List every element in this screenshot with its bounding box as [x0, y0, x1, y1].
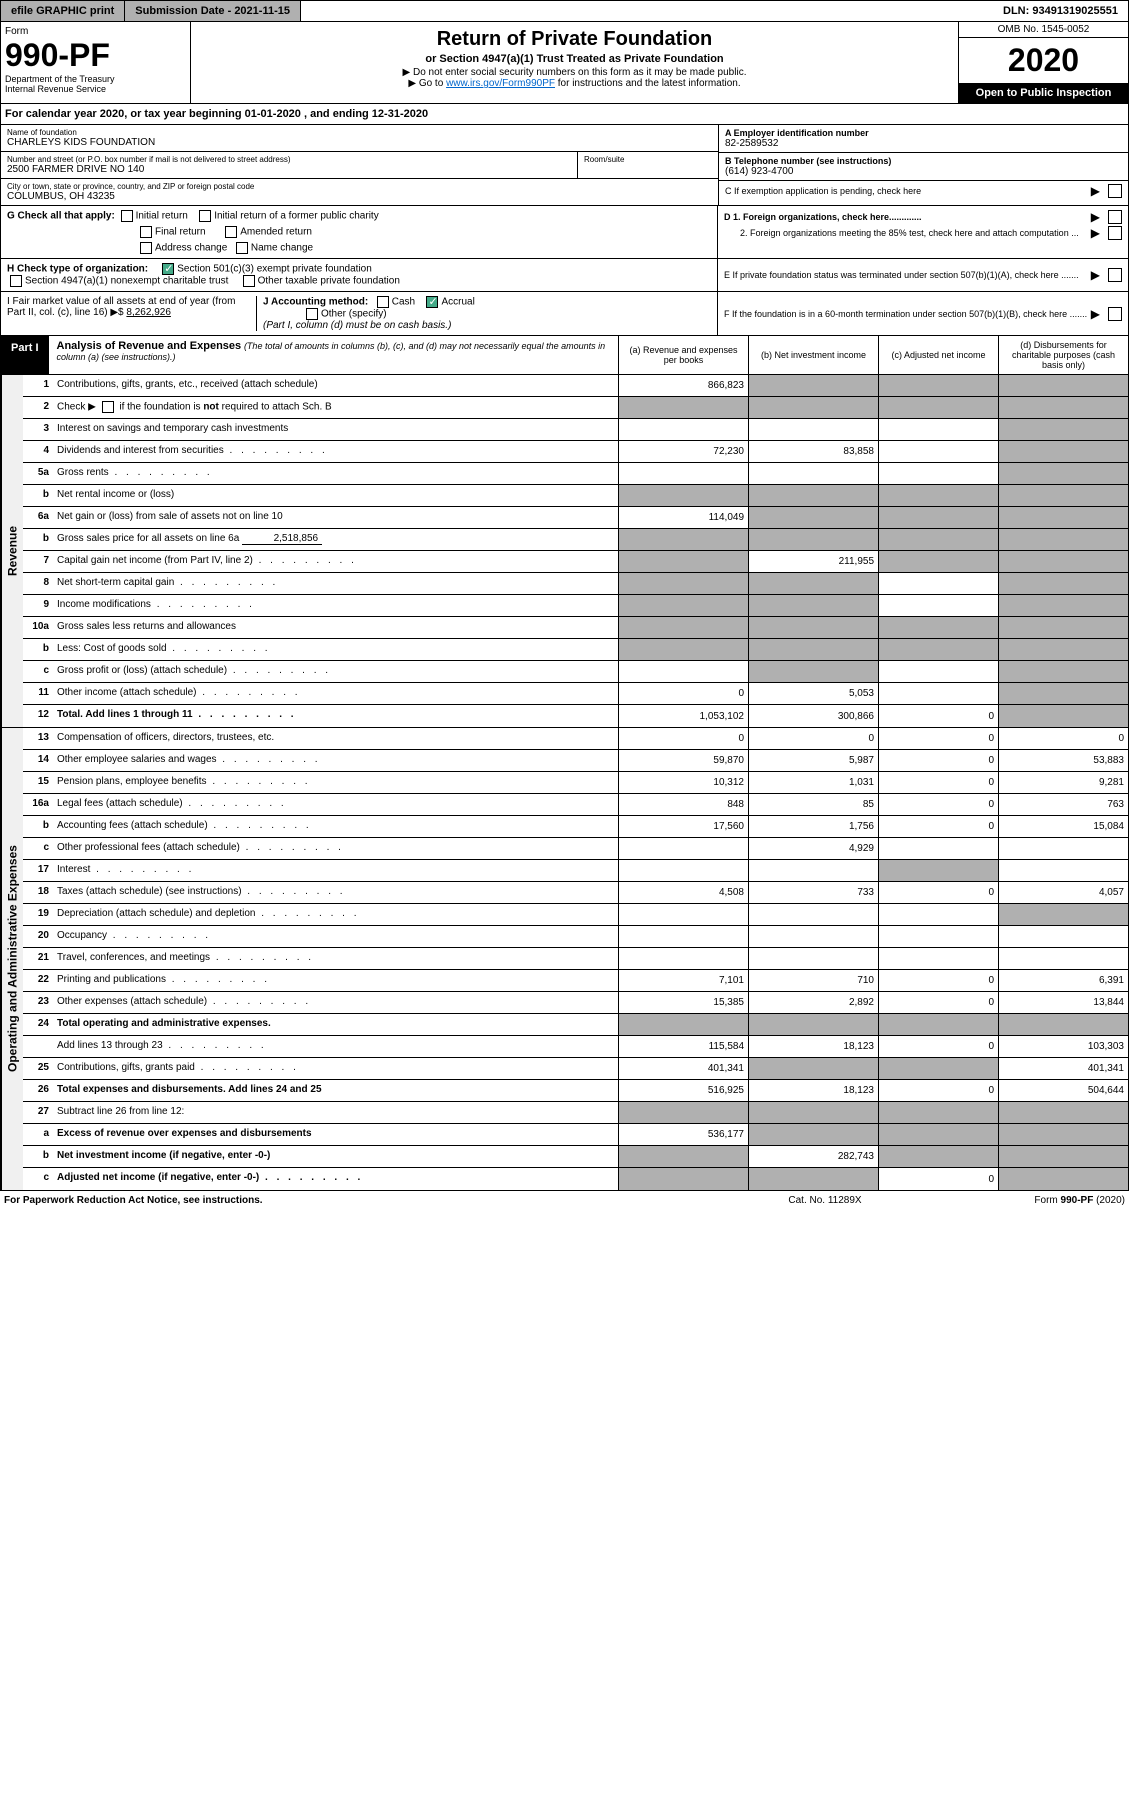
title-block: Return of Private Foundation or Section …	[191, 22, 958, 103]
year-block: OMB No. 1545-0052 2020 Open to Public In…	[958, 22, 1128, 103]
fmv-value: 8,262,926	[126, 307, 171, 318]
omb-number: OMB No. 1545-0052	[959, 22, 1128, 38]
expenses-side-label: Operating and Administrative Expenses	[1, 728, 23, 1190]
ein-cell: A Employer identification number 82-2589…	[719, 125, 1128, 153]
form-ref: Form 990-PF (2020)	[925, 1195, 1125, 1206]
arrow-icon: ▶	[1091, 210, 1100, 224]
check-other-tax[interactable]	[243, 275, 255, 287]
check-name-change[interactable]	[236, 242, 248, 254]
part1-label: Part I	[1, 336, 49, 374]
submission-btn[interactable]: Submission Date - 2021-11-15	[125, 1, 301, 21]
foundation-name-cell: Name of foundation CHARLEYS KIDS FOUNDAT…	[1, 125, 718, 152]
check-initial[interactable]	[121, 210, 133, 222]
check-cash[interactable]	[377, 296, 389, 308]
col-c-header: (c) Adjusted net income	[878, 336, 998, 374]
dln-text: DLN: 93491319025551	[993, 1, 1128, 21]
checkbox-d1[interactable]	[1108, 210, 1122, 224]
efile-btn[interactable]: efile GRAPHIC print	[1, 1, 125, 21]
page-footer: For Paperwork Reduction Act Notice, see …	[0, 1191, 1129, 1210]
note-ssn: ▶ Do not enter social security numbers o…	[197, 67, 952, 78]
check-501c3[interactable]	[162, 263, 174, 275]
col-a-header: (a) Revenue and expenses per books	[618, 336, 748, 374]
address-cell: Number and street (or P.O. box number if…	[1, 152, 578, 179]
line-6b-value: 2,518,856	[242, 533, 322, 545]
arrow-icon: ▶	[1091, 184, 1100, 198]
arrow-icon: ▶	[1091, 268, 1100, 282]
check-final[interactable]	[140, 226, 152, 238]
form-subtitle: or Section 4947(a)(1) Trust Treated as P…	[197, 53, 952, 65]
check-schb[interactable]	[102, 401, 114, 413]
checks-ij-row: I Fair market value of all assets at end…	[0, 292, 1129, 336]
revenue-section: Revenue 1Contributions, gifts, grants, e…	[0, 375, 1129, 728]
check-addr-change[interactable]	[140, 242, 152, 254]
dept-text: Department of the Treasury	[5, 74, 186, 84]
col-d-header: (d) Disbursements for charitable purpose…	[998, 336, 1128, 374]
expenses-section: Operating and Administrative Expenses 13…	[0, 728, 1129, 1191]
col-b-header: (b) Net investment income	[748, 336, 878, 374]
check-accrual[interactable]	[426, 296, 438, 308]
note-link: ▶ Go to www.irs.gov/Form990PF for instru…	[197, 78, 952, 89]
check-4947[interactable]	[10, 275, 22, 287]
check-initial-former[interactable]	[199, 210, 211, 222]
arrow-icon: ▶	[1091, 307, 1100, 321]
form-id-block: Form 990-PF Department of the Treasury I…	[1, 22, 191, 103]
revenue-side-label: Revenue	[1, 375, 23, 727]
check-other-method[interactable]	[306, 308, 318, 320]
form-label: Form	[5, 26, 186, 37]
part1-title: Analysis of Revenue and Expenses (The to…	[49, 336, 618, 374]
arrow-icon: ▶	[1091, 226, 1100, 240]
topbar: efile GRAPHIC print Submission Date - 20…	[0, 0, 1129, 22]
checks-g-row: G Check all that apply: Initial return I…	[0, 206, 1129, 259]
irs-text: Internal Revenue Service	[5, 84, 186, 94]
form-header: Form 990-PF Department of the Treasury I…	[0, 22, 1129, 104]
checkbox-e[interactable]	[1108, 268, 1122, 282]
identity-block: Name of foundation CHARLEYS KIDS FOUNDAT…	[0, 125, 1129, 206]
public-inspection: Open to Public Inspection	[959, 83, 1128, 103]
part1-header: Part I Analysis of Revenue and Expenses …	[0, 336, 1129, 375]
irs-link[interactable]: www.irs.gov/Form990PF	[446, 78, 555, 89]
exemption-pending: C If exemption application is pending, c…	[719, 181, 1128, 201]
paperwork-notice: For Paperwork Reduction Act Notice, see …	[4, 1195, 725, 1206]
city-cell: City or town, state or province, country…	[1, 179, 718, 205]
checks-h-row: H Check type of organization: Section 50…	[0, 259, 1129, 292]
checkbox-d2[interactable]	[1108, 226, 1122, 240]
form-title: Return of Private Foundation	[197, 28, 952, 51]
catalog-number: Cat. No. 11289X	[725, 1195, 925, 1206]
room-cell: Room/suite	[578, 152, 718, 179]
tax-year: 2020	[959, 38, 1128, 83]
calendar-year-line: For calendar year 2020, or tax year begi…	[0, 104, 1129, 125]
form-number: 990-PF	[5, 37, 186, 74]
checkbox-f[interactable]	[1108, 307, 1122, 321]
checkbox-c[interactable]	[1108, 184, 1122, 198]
phone-cell: B Telephone number (see instructions) (6…	[719, 153, 1128, 181]
check-amended[interactable]	[225, 226, 237, 238]
